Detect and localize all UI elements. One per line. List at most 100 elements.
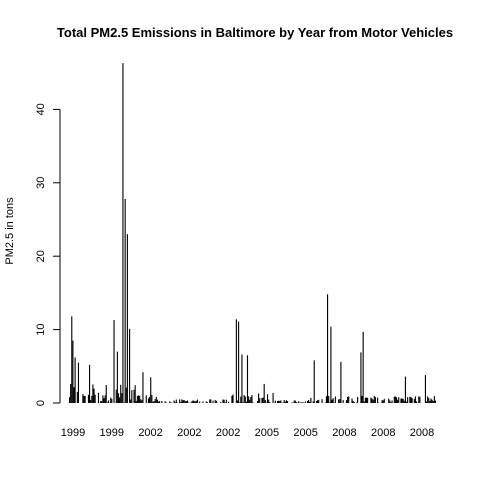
bar bbox=[257, 401, 258, 403]
bar bbox=[390, 402, 391, 403]
bar bbox=[374, 396, 375, 403]
bar bbox=[237, 401, 238, 404]
bar bbox=[309, 402, 310, 403]
bar bbox=[343, 400, 344, 403]
bar bbox=[220, 402, 221, 403]
bar bbox=[251, 395, 252, 403]
bar bbox=[388, 399, 389, 403]
bar bbox=[258, 393, 259, 403]
bar bbox=[131, 390, 132, 403]
bar bbox=[346, 400, 347, 403]
bar bbox=[429, 401, 430, 403]
bar bbox=[389, 400, 390, 403]
bar bbox=[296, 402, 297, 403]
bar bbox=[265, 400, 266, 403]
bar bbox=[188, 402, 189, 403]
bar bbox=[152, 402, 153, 403]
bar bbox=[113, 320, 114, 403]
bar bbox=[331, 400, 332, 403]
bar bbox=[215, 400, 216, 403]
bar bbox=[418, 396, 419, 403]
y-tick-label: 40 bbox=[35, 103, 47, 115]
bar bbox=[364, 401, 365, 403]
bar bbox=[165, 401, 166, 403]
bar bbox=[139, 396, 140, 403]
bar bbox=[370, 398, 371, 403]
bar bbox=[353, 401, 354, 403]
bar bbox=[404, 401, 405, 403]
bar bbox=[425, 375, 426, 403]
bar bbox=[430, 399, 431, 403]
bar bbox=[85, 396, 86, 403]
bar bbox=[140, 399, 141, 403]
bar bbox=[402, 398, 403, 403]
bar bbox=[373, 400, 374, 403]
bar bbox=[166, 402, 167, 403]
bar bbox=[191, 401, 192, 403]
bar bbox=[180, 402, 181, 403]
bar bbox=[197, 400, 198, 403]
y-tick-label: 10 bbox=[35, 323, 47, 335]
bar bbox=[307, 401, 308, 403]
bar bbox=[291, 402, 292, 403]
bar bbox=[409, 397, 410, 403]
bar bbox=[382, 400, 383, 403]
bar bbox=[269, 402, 270, 403]
bar bbox=[224, 400, 225, 403]
bar bbox=[414, 399, 415, 403]
bar bbox=[231, 396, 232, 403]
bar bbox=[383, 400, 384, 403]
bar bbox=[392, 401, 393, 403]
bar bbox=[285, 402, 286, 403]
bar bbox=[69, 397, 70, 403]
bar bbox=[247, 355, 248, 403]
y-axis: 0 10 20 30 40 bbox=[35, 103, 60, 406]
bar bbox=[278, 401, 279, 403]
x-tick-label: 1999 bbox=[61, 427, 85, 439]
bar bbox=[77, 392, 78, 403]
x-tick-label: 2002 bbox=[216, 427, 240, 439]
bar bbox=[148, 398, 149, 403]
bar bbox=[182, 400, 183, 403]
bar bbox=[130, 399, 131, 403]
bar bbox=[367, 398, 368, 403]
bar bbox=[92, 384, 93, 403]
bar bbox=[300, 402, 301, 403]
bar bbox=[159, 401, 160, 403]
bar bbox=[82, 394, 83, 403]
bar bbox=[327, 294, 328, 403]
bar bbox=[122, 63, 123, 403]
bar bbox=[102, 395, 103, 403]
x-tick-label: 2008 bbox=[332, 427, 356, 439]
bar bbox=[273, 393, 274, 403]
bar bbox=[333, 398, 334, 403]
bar bbox=[239, 402, 240, 403]
bar bbox=[433, 401, 434, 403]
bar bbox=[321, 399, 322, 403]
bar bbox=[207, 402, 208, 403]
bar bbox=[427, 396, 428, 403]
bar bbox=[238, 322, 239, 403]
bar bbox=[298, 401, 299, 403]
bar bbox=[394, 396, 395, 403]
bar bbox=[240, 397, 241, 403]
bar bbox=[232, 394, 233, 403]
bar bbox=[179, 399, 180, 403]
bar bbox=[176, 400, 177, 403]
y-tick-label: 20 bbox=[35, 250, 47, 262]
bar bbox=[398, 397, 399, 403]
bar bbox=[354, 402, 355, 403]
bar bbox=[428, 398, 429, 403]
bar bbox=[329, 402, 330, 403]
bar bbox=[184, 400, 185, 403]
bar bbox=[314, 360, 315, 403]
bar bbox=[138, 395, 139, 403]
bar bbox=[395, 397, 396, 403]
bar bbox=[141, 400, 142, 403]
bar bbox=[89, 365, 90, 403]
bar bbox=[209, 399, 210, 403]
bar bbox=[136, 401, 137, 403]
bar bbox=[142, 372, 143, 403]
bar bbox=[169, 402, 170, 403]
bar bbox=[170, 402, 171, 403]
